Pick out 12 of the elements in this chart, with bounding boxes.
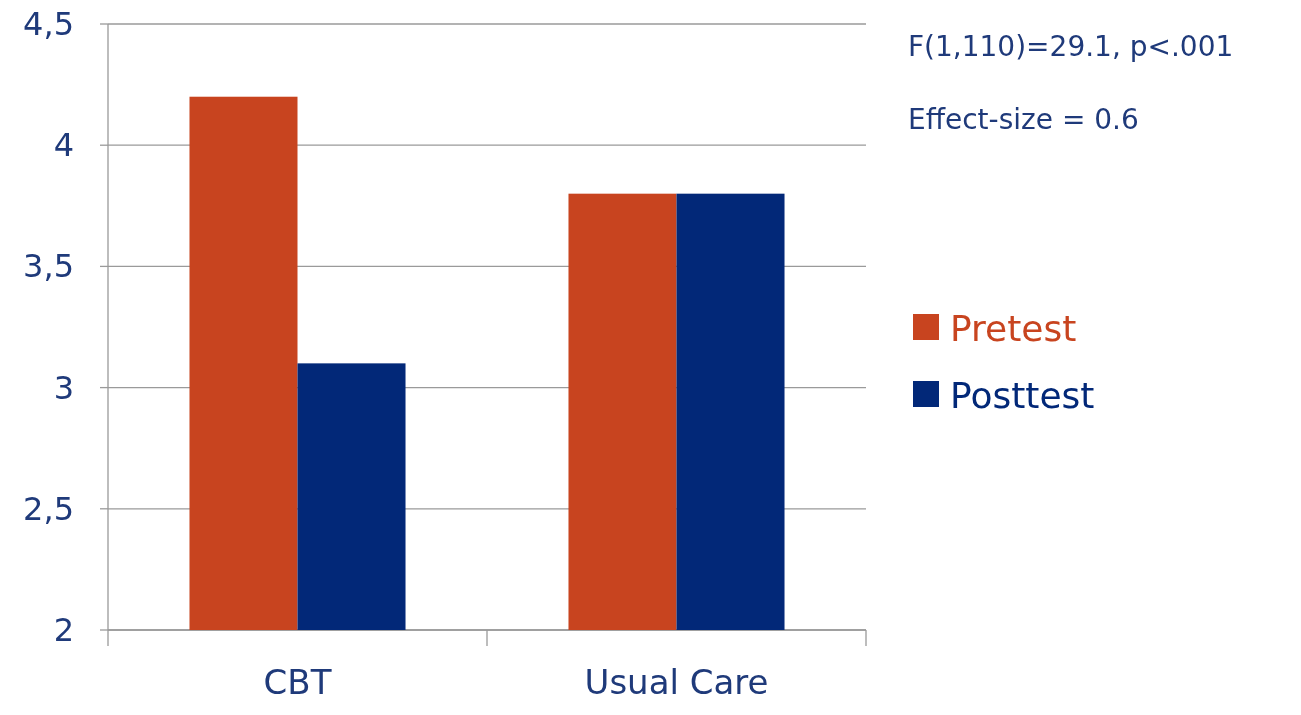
- y-tick-label: 2: [53, 611, 74, 649]
- text: F(1,110)=29.1, p<.001: [908, 29, 1234, 63]
- legend-label: Posttest: [950, 374, 1095, 416]
- y-tick-label: 4,5: [23, 5, 74, 43]
- y-tick-label: 3: [53, 368, 74, 407]
- y-tick-label: 4: [53, 126, 74, 165]
- y-tick-label: 3,5: [23, 247, 74, 286]
- x-tick-label: Usual Care: [584, 662, 769, 702]
- legend-label: Pretest: [950, 307, 1077, 349]
- y-tick-label: 2,5: [23, 489, 74, 528]
- text: Effect-size = 0.6: [908, 102, 1139, 136]
- x-tick-label: CBT: [263, 662, 332, 702]
